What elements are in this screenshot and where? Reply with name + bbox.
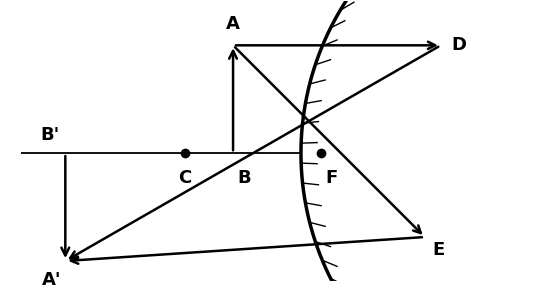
Text: C: C bbox=[179, 169, 192, 187]
Text: A': A' bbox=[42, 271, 61, 288]
Text: E: E bbox=[433, 241, 445, 259]
Text: A: A bbox=[226, 15, 240, 33]
Text: F: F bbox=[325, 169, 337, 187]
Text: B: B bbox=[237, 169, 251, 187]
Text: B': B' bbox=[40, 126, 60, 144]
Text: D: D bbox=[451, 36, 466, 54]
